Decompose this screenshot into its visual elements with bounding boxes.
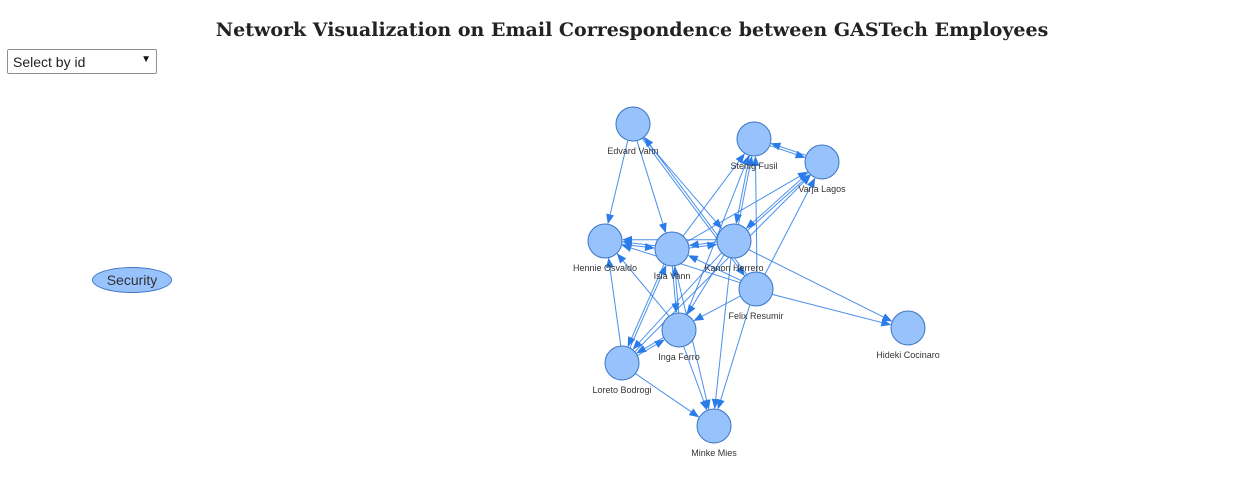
edge-felix-to-inga[interactable]	[693, 295, 741, 321]
edge-isia-to-varja[interactable]	[687, 171, 808, 242]
legend-group-security[interactable]: Security	[92, 267, 172, 293]
node-circle[interactable]	[654, 231, 690, 267]
node-hennie[interactable]: Hennie Osvaldo	[573, 223, 637, 273]
edge-varja-to-stenig[interactable]	[770, 142, 807, 156]
edge-kanon-to-varja[interactable]	[747, 174, 811, 231]
node-kanon[interactable]: Kanon Herrero	[704, 223, 764, 273]
edge-kanon-to-hideki[interactable]	[748, 249, 893, 322]
node-circle[interactable]	[661, 312, 697, 348]
edge-felix-to-varja[interactable]	[764, 177, 816, 275]
edge-inga-to-hennie[interactable]	[616, 253, 670, 317]
edge-loreto-to-isia[interactable]	[629, 265, 667, 349]
node-circle[interactable]	[615, 106, 651, 142]
node-label: Isia Vann	[654, 271, 691, 281]
node-label: Minke Mies	[691, 448, 737, 458]
node-circle[interactable]	[736, 121, 772, 157]
edge-loreto-to-hennie[interactable]	[605, 257, 622, 347]
page-title: Network Visualization on Email Correspon…	[215, 19, 1049, 41]
edge-kanon-to-minke[interactable]	[711, 257, 732, 409]
node-stenig[interactable]: Stenig Fusil	[730, 121, 778, 171]
legend-group-label: Security	[106, 272, 158, 288]
node-felix[interactable]: Felix Resumir	[728, 271, 784, 321]
edge-kanon-to-stenig[interactable]	[737, 155, 754, 225]
edge-isia-to-stenig[interactable]	[682, 153, 745, 237]
node-label: Hennie Osvaldo	[573, 263, 637, 273]
triangle-down-icon: ▼	[141, 54, 151, 65]
edge-isia-to-loreto[interactable]	[627, 263, 665, 347]
node-circle[interactable]	[716, 223, 752, 259]
edge-inga-to-isia[interactable]	[671, 265, 680, 314]
edge-kanon-to-loreto[interactable]	[632, 252, 722, 350]
edge-felix-to-hideki[interactable]	[772, 293, 892, 327]
node-circle[interactable]	[587, 223, 623, 259]
node-loreto[interactable]: Loreto Bodrogi	[592, 345, 652, 395]
node-hideki[interactable]: Hideki Cocinaro	[876, 310, 940, 360]
node-varja[interactable]: Varja Lagos	[798, 144, 846, 194]
node-layer: Edvard Vann Stenig Fusil Varja Lagos Hennie…	[573, 106, 940, 458]
node-label: Stenig Fusil	[730, 161, 777, 171]
id-select-dropdown[interactable]: Select by id ▼	[7, 49, 157, 74]
node-circle[interactable]	[890, 310, 926, 346]
edge-kanon-to-isia[interactable]	[688, 240, 718, 249]
edge-stenig-to-varja[interactable]	[769, 145, 806, 159]
node-circle[interactable]	[738, 271, 774, 307]
node-circle[interactable]	[604, 345, 640, 381]
edge-edvard-to-isia[interactable]	[636, 140, 667, 234]
node-isia[interactable]: Isia Vann	[654, 231, 691, 281]
edge-felix-to-isia[interactable]	[687, 255, 742, 282]
select-value: Select by id	[13, 54, 86, 70]
edge-varja-to-kanon[interactable]	[745, 172, 809, 229]
edge-felix-to-minke[interactable]	[716, 304, 751, 410]
node-edvard[interactable]: Edvard Vann	[607, 106, 659, 156]
node-label: Varja Lagos	[798, 184, 846, 194]
node-minke[interactable]: Minke Mies	[691, 408, 737, 458]
node-label: Edvard Vann	[607, 146, 658, 156]
node-label: Inga Ferro	[658, 352, 700, 362]
node-label: Loreto Bodrogi	[592, 385, 651, 395]
edge-loreto-to-inga[interactable]	[637, 339, 665, 356]
edge-kanon-to-inga[interactable]	[686, 254, 725, 315]
edge-felix-to-hennie[interactable]	[621, 244, 741, 284]
node-label: Felix Resumir	[728, 311, 783, 321]
edge-felix-to-stenig[interactable]	[751, 155, 760, 272]
edge-inga-to-minke[interactable]	[683, 346, 708, 411]
node-inga[interactable]: Inga Ferro	[658, 312, 700, 362]
edge-loreto-to-minke[interactable]	[635, 373, 700, 418]
node-label: Kanon Herrero	[704, 263, 763, 273]
node-circle[interactable]	[804, 144, 840, 180]
node-label: Hideki Cocinaro	[876, 350, 940, 360]
edge-edvard-to-hennie[interactable]	[606, 140, 629, 225]
node-circle[interactable]	[696, 408, 732, 444]
